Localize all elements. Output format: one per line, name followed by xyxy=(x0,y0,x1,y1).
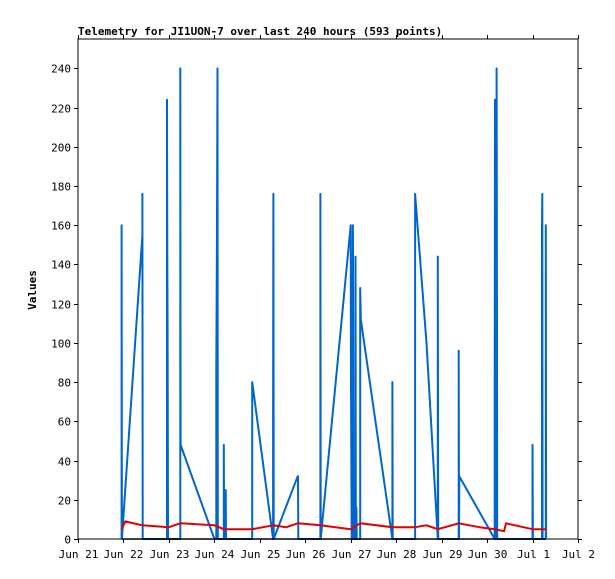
x-tick-label: Jul 1 xyxy=(517,548,550,561)
x-tick-label: Jun 29 xyxy=(423,548,463,561)
x-tick-label: Jun 21 xyxy=(59,548,99,561)
x-tick-label: Jun 27 xyxy=(332,548,372,561)
y-tick-label: 60 xyxy=(58,416,71,429)
y-tick-label: 80 xyxy=(58,377,71,390)
x-tick-label: Jun 30 xyxy=(468,548,508,561)
y-tick-label: 200 xyxy=(51,142,71,155)
y-tick-label: 160 xyxy=(51,220,71,233)
x-tick-label: Jun 23 xyxy=(150,548,190,561)
x-tick-label: Jun 24 xyxy=(195,548,235,561)
chart-title: Telemetry for JI1UON-7 over last 240 hou… xyxy=(78,25,442,38)
y-axis-label: Values xyxy=(26,270,39,310)
y-tick-label: 140 xyxy=(51,259,71,272)
y-tick-label: 120 xyxy=(51,299,71,312)
x-tick-label: Jun 28 xyxy=(377,548,417,561)
y-tick-label: 220 xyxy=(51,103,71,116)
x-tick-label: Jun 22 xyxy=(104,548,144,561)
x-tick-label: Jun 26 xyxy=(286,548,326,561)
x-tick-label: Jul 2 xyxy=(562,548,595,561)
y-tick-label: 20 xyxy=(58,495,71,508)
plot-area: 0 20 40 60 80 100 120 140 160 180 200 220 240 Jun 21 J… xyxy=(51,35,595,561)
y-tick-label: 0 xyxy=(64,534,71,547)
series-line-1 xyxy=(120,67,548,540)
y-tick-label: 180 xyxy=(51,181,71,194)
series-line-2 xyxy=(120,520,546,533)
y-tick-label: 240 xyxy=(51,63,71,76)
x-tick-label: Jun 25 xyxy=(241,548,281,561)
y-tick-label: 40 xyxy=(58,456,71,469)
y-tick-label: 100 xyxy=(51,338,71,351)
